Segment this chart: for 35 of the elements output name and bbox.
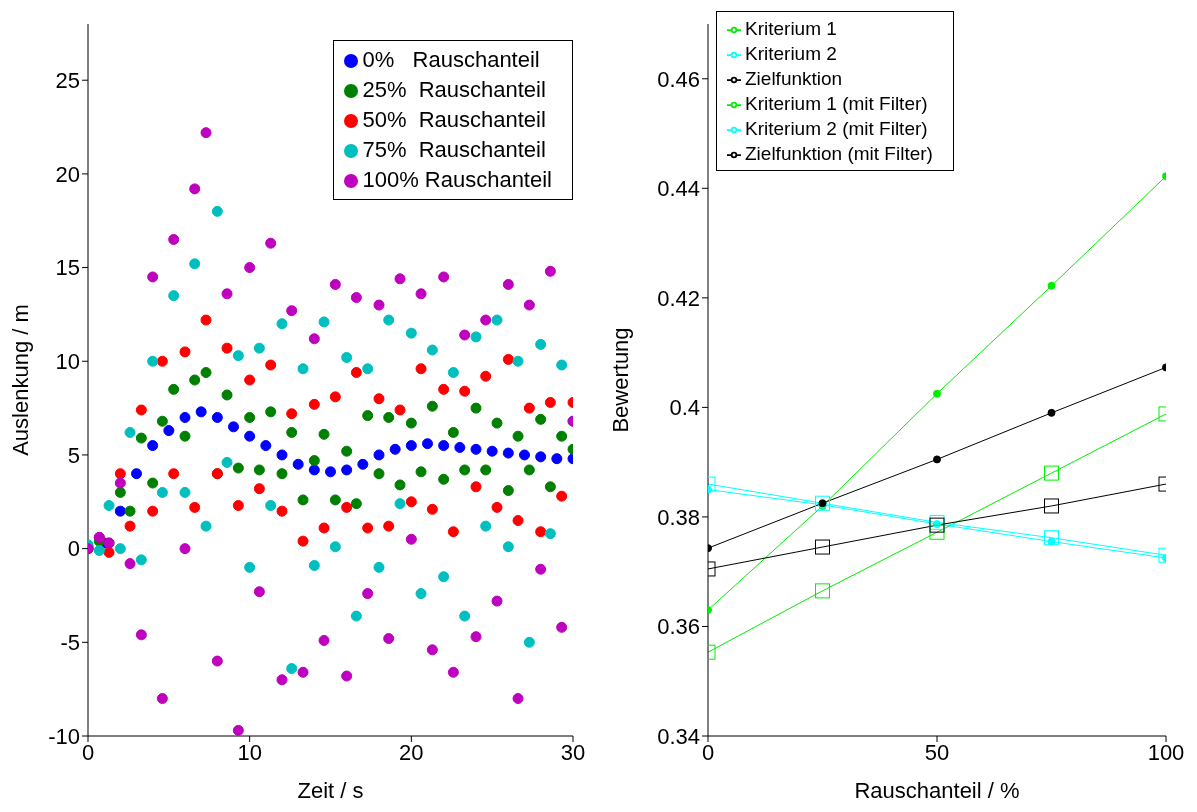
x-axis-title: Rauschanteil / %	[854, 778, 1020, 803]
y-tick-label: -10	[48, 723, 80, 749]
y-tick-label: 10	[55, 349, 80, 375]
legend-label: Zielfunktion (mit Filter)	[745, 143, 933, 164]
x-tick-label: 100	[1147, 739, 1185, 765]
legend-label: 0% Rauschanteil	[362, 47, 540, 72]
x-axis-title: Zeit / s	[297, 778, 364, 803]
y-tick-label: 0	[67, 536, 80, 562]
legend-label: Zielfunktion	[745, 68, 843, 89]
legend-label: Kriterium 2 (mit Filter)	[745, 118, 928, 139]
legend-label: Kriterium 2	[745, 43, 837, 64]
x-tick-label: 20	[399, 739, 424, 765]
y-axis-title: Bewertung	[607, 327, 633, 433]
legend-label: Kriterium 1 (mit Filter)	[745, 93, 928, 114]
x-tick-label: 30	[560, 739, 586, 765]
y-tick-label: 0.46	[657, 66, 700, 92]
y-tick-label: 15	[55, 255, 80, 281]
legend-label: Kriterium 1	[745, 18, 837, 39]
y-tick-label: 0.36	[657, 614, 700, 640]
legend-label: 50% Rauschanteil	[362, 107, 546, 132]
legend-label: 100% Rauschanteil	[362, 167, 552, 192]
y-tick-label: 25	[55, 68, 80, 94]
y-tick-label: -5	[60, 630, 80, 656]
x-tick-label: 10	[237, 739, 262, 765]
y-axis-title: Auslenkung / m	[7, 304, 33, 456]
legend-label: 75% Rauschanteil	[362, 137, 546, 162]
y-tick-label: 0.34	[657, 723, 700, 749]
x-tick-label: 50	[924, 739, 950, 765]
y-tick-label: 0.4	[669, 395, 700, 421]
y-tick-label: 0.44	[657, 176, 700, 202]
y-tick-label: 20	[55, 161, 80, 187]
y-tick-label: 0.42	[657, 285, 700, 311]
y-tick-label: 5	[67, 442, 80, 468]
y-tick-label: 0.38	[657, 504, 700, 530]
legend-label: 25% Rauschanteil	[362, 77, 546, 102]
